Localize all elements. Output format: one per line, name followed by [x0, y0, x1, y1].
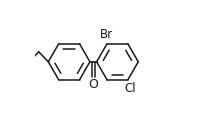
Text: O: O — [88, 78, 98, 91]
Text: Cl: Cl — [124, 82, 136, 95]
Text: Br: Br — [100, 28, 113, 41]
